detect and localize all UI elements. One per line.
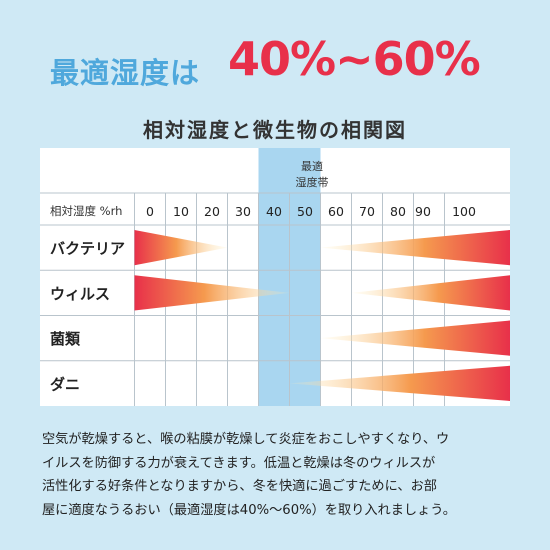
tick-label: 20 [204, 204, 220, 219]
headline: 最適湿度は 40%~60% [0, 32, 550, 102]
footer-line: 屋に適度なうるおい（最適湿度は40%〜60%）を取り入れましょう。 [42, 502, 456, 518]
row-label: ダニ [50, 375, 80, 393]
axis-label: 相対湿度 %rh [50, 204, 122, 218]
row-label: バクテリア [50, 240, 125, 258]
high-humidity-gradient [320, 230, 510, 266]
footer-line: イルスを防御する力が衰えてきます。低温と乾燥は冬のウィルスが [42, 455, 436, 471]
low-humidity-gradient [134, 275, 290, 311]
tick-label: 10 [173, 204, 189, 219]
chart-subtitle: 相対湿度と微生物の相関図 [143, 118, 407, 142]
headline-prefix: 最適湿度は [50, 56, 201, 90]
high-humidity-gradient [289, 365, 510, 401]
tick-labels: 0 10 20 30 40 50 60 70 80 90 100 [146, 204, 476, 219]
tick-label: 90 [415, 204, 431, 219]
tick-label: 70 [359, 204, 375, 219]
headline-range: 40%~60% [228, 32, 481, 86]
row-label: 菌類 [50, 330, 81, 348]
footer-text: 空気が乾燥すると、喉の粘膜が乾燥して炎症をおこしやすくなり、ウ イルスを防御する… [42, 428, 522, 522]
tick-label: 40 [266, 204, 282, 219]
high-humidity-gradient [320, 320, 510, 356]
band-label-line1: 最適 [301, 159, 323, 173]
high-humidity-gradient [351, 275, 510, 311]
low-humidity-gradient [134, 230, 228, 266]
tick-label: 50 [297, 204, 313, 219]
footer-line: 空気が乾燥すると、喉の粘膜が乾燥して炎症をおこしやすくなり、ウ [42, 432, 450, 447]
band-label-line2: 湿度帯 [296, 175, 329, 189]
tick-label: 30 [235, 204, 251, 219]
footer-line: 活性化する好条件となりますから、冬を快適に過ごすために、お部 [42, 479, 437, 494]
row-label: ウィルス [50, 285, 110, 303]
tick-label: 100 [452, 204, 476, 219]
tick-label: 80 [390, 204, 406, 219]
activity-gradients [134, 230, 510, 401]
tick-label: 0 [146, 204, 154, 219]
tick-label: 60 [328, 204, 344, 219]
